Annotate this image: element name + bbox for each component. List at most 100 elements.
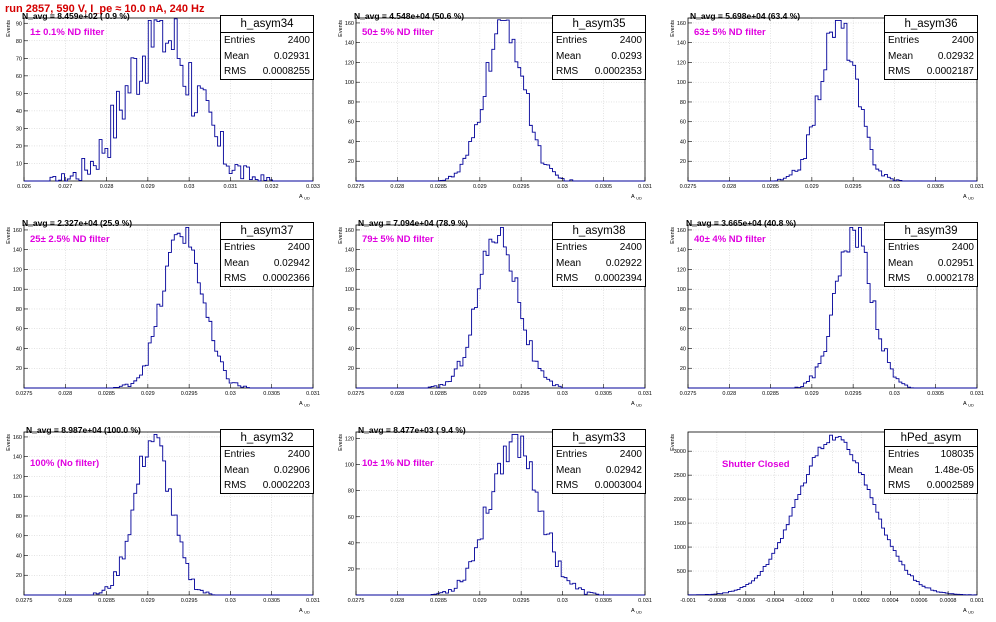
x-tick-label: 0.028 (390, 598, 404, 604)
stats-box: hPed_asym Entries 108035 Mean 1.48e-05 RMS 0.0… (884, 429, 978, 494)
y-tick-label: 100 (13, 287, 22, 293)
navg-label: N_avg = 8.477e+03 ( 9.4 %) (358, 425, 466, 435)
x-tick-label: 0.03 (889, 391, 900, 397)
stats-mean-label: Mean (224, 257, 250, 269)
stats-mean-label: Mean (888, 50, 914, 62)
y-tick-label: 30 (16, 126, 22, 132)
x-tick-label: 0.0285 (430, 184, 447, 190)
y-tick-label: 160 (13, 228, 22, 234)
x-tick-label: 0.0004 (882, 598, 899, 604)
stats-box: h_asym36 Entries 2400 Mean 0.02932 RMS 0.00021… (884, 15, 978, 80)
filter-label: Shutter Closed (722, 459, 790, 470)
stats-rms-label: RMS (556, 273, 579, 284)
stats-rms-label: RMS (888, 66, 911, 77)
y-tick-label: 80 (348, 100, 354, 106)
x-tick-label: 0.028 (58, 391, 72, 397)
y-tick-label: 40 (16, 109, 22, 115)
stats-mean-label: Mean (888, 464, 914, 476)
stats-entries-label: Entries (556, 449, 588, 460)
stats-rms-label: RMS (556, 480, 579, 491)
x-tick-label: 0.0305 (595, 598, 612, 604)
stats-mean-value: 0.0293 (611, 50, 642, 62)
x-tick-label: -0.0008 (708, 598, 727, 604)
filter-label: 79± 5% ND filter (362, 234, 434, 245)
y-tick-label: 80 (16, 514, 22, 520)
x-tick-label: 0.0285 (430, 391, 447, 397)
histogram-line (24, 226, 313, 389)
stats-rms: RMS 0.0003004 (553, 478, 645, 494)
histogram-name: h_asym35 (553, 16, 645, 33)
y-tick-label: 1500 (674, 521, 686, 527)
stats-mean: Mean 0.02906 (221, 463, 313, 479)
histogram-name: h_asym33 (553, 430, 645, 447)
histogram-name: h_asym38 (553, 223, 645, 240)
histogram-panel: 0.0275 0.028 0.0285 0.029 0.0295 0.03 0.0305 0.… (0, 207, 332, 414)
y-axis-title: Events (670, 434, 676, 451)
x-tick-label: 0.0275 (16, 598, 33, 604)
histogram-panel: 0.0275 0.028 0.0285 0.029 0.0295 0.03 0.0305 0.… (0, 414, 332, 621)
y-tick-label: 60 (680, 327, 686, 333)
x-tick-label: 0.0275 (680, 184, 697, 190)
y-tick-label: 10 (16, 161, 22, 167)
y-tick-label: 160 (677, 228, 686, 234)
x-tick-label: 0.0285 (762, 391, 779, 397)
histogram-svg: -0.001 -0.0008 -0.0006 -0.0004 -0.0002 0 0.000… (670, 431, 984, 615)
y-tick-label: 100 (345, 80, 354, 86)
stats-rms: RMS 0.0002366 (221, 271, 313, 287)
histogram-panel: 0.0275 0.028 0.0285 0.029 0.0295 0.03 0.0305 0.… (332, 207, 664, 414)
x-tick-label: 0.0285 (98, 598, 115, 604)
y-tick-label: 70 (16, 56, 22, 62)
stats-box: h_asym38 Entries 2400 Mean 0.02922 RMS 0.00023… (552, 222, 646, 287)
x-tick-label: 0.0295 (181, 598, 198, 604)
stats-mean: Mean 0.0293 (553, 49, 645, 65)
x-tick-label: 0.0305 (927, 184, 944, 190)
y-tick-label: 140 (677, 248, 686, 254)
y-tick-label: 140 (345, 41, 354, 47)
x-tick-label: 0.031 (970, 391, 984, 397)
y-tick-label: 90 (16, 21, 22, 27)
histogram-line (356, 433, 645, 596)
x-tick-label: 0.031 (224, 184, 238, 190)
y-tick-label: 100 (677, 287, 686, 293)
x-tick-label: 0.03 (225, 598, 236, 604)
y-tick-label: 1000 (674, 545, 686, 551)
stats-mean-value: 0.02942 (605, 464, 642, 476)
x-tick-label: 0.0295 (845, 184, 862, 190)
stats-entries: Entries 2400 (885, 240, 977, 256)
y-tick-label: 160 (345, 21, 354, 27)
x-tick-label: 0.031 (638, 391, 652, 397)
stats-mean-label: Mean (224, 464, 250, 476)
y-tick-label: 20 (16, 573, 22, 579)
stats-entries-label: Entries (556, 242, 588, 253)
stats-mean-label: Mean (888, 257, 914, 269)
x-tick-label: 0.0002 (853, 598, 870, 604)
x-tick-label: 0.03 (557, 184, 568, 190)
histogram-line (688, 226, 977, 389)
x-tick-label: 0.0305 (263, 598, 280, 604)
x-tick-label: 0.0285 (98, 391, 115, 397)
stats-rms-value: 0.0002366 (262, 273, 310, 284)
stats-mean-value: 0.02942 (273, 257, 310, 269)
histogram-svg: 0.0275 0.028 0.0285 0.029 0.0295 0.03 0.0305 0.… (338, 431, 652, 615)
stats-box: h_asym39 Entries 2400 Mean 0.02951 RMS 0.00021… (884, 222, 978, 287)
stats-rms-value: 0.0002178 (926, 273, 974, 284)
x-tick-label: 0.026 (17, 184, 31, 190)
y-tick-label: 60 (16, 534, 22, 540)
stats-entries-value: 2400 (287, 449, 310, 460)
stats-entries-value: 2400 (951, 242, 974, 253)
x-axis-title: A UD (963, 194, 974, 201)
x-axis-title: A UD (963, 401, 974, 408)
y-tick-label: 20 (680, 366, 686, 372)
plot-frame (355, 17, 646, 182)
histogram-panel: 0.0275 0.028 0.0285 0.029 0.0295 0.03 0.0305 0.… (664, 0, 996, 207)
histogram-name: hPed_asym (885, 430, 977, 447)
x-tick-label: 0.0006 (911, 598, 928, 604)
x-tick-label: 0.029 (473, 598, 487, 604)
y-tick-label: 120 (677, 267, 686, 273)
stats-mean: Mean 0.02942 (553, 463, 645, 479)
x-tick-label: 0.028 (100, 184, 114, 190)
stats-box: h_asym37 Entries 2400 Mean 0.02942 RMS 0.00023… (220, 222, 314, 287)
x-tick-label: 0.03 (557, 598, 568, 604)
x-tick-label: 0.031 (306, 391, 320, 397)
x-tick-label: 0.029 (473, 184, 487, 190)
